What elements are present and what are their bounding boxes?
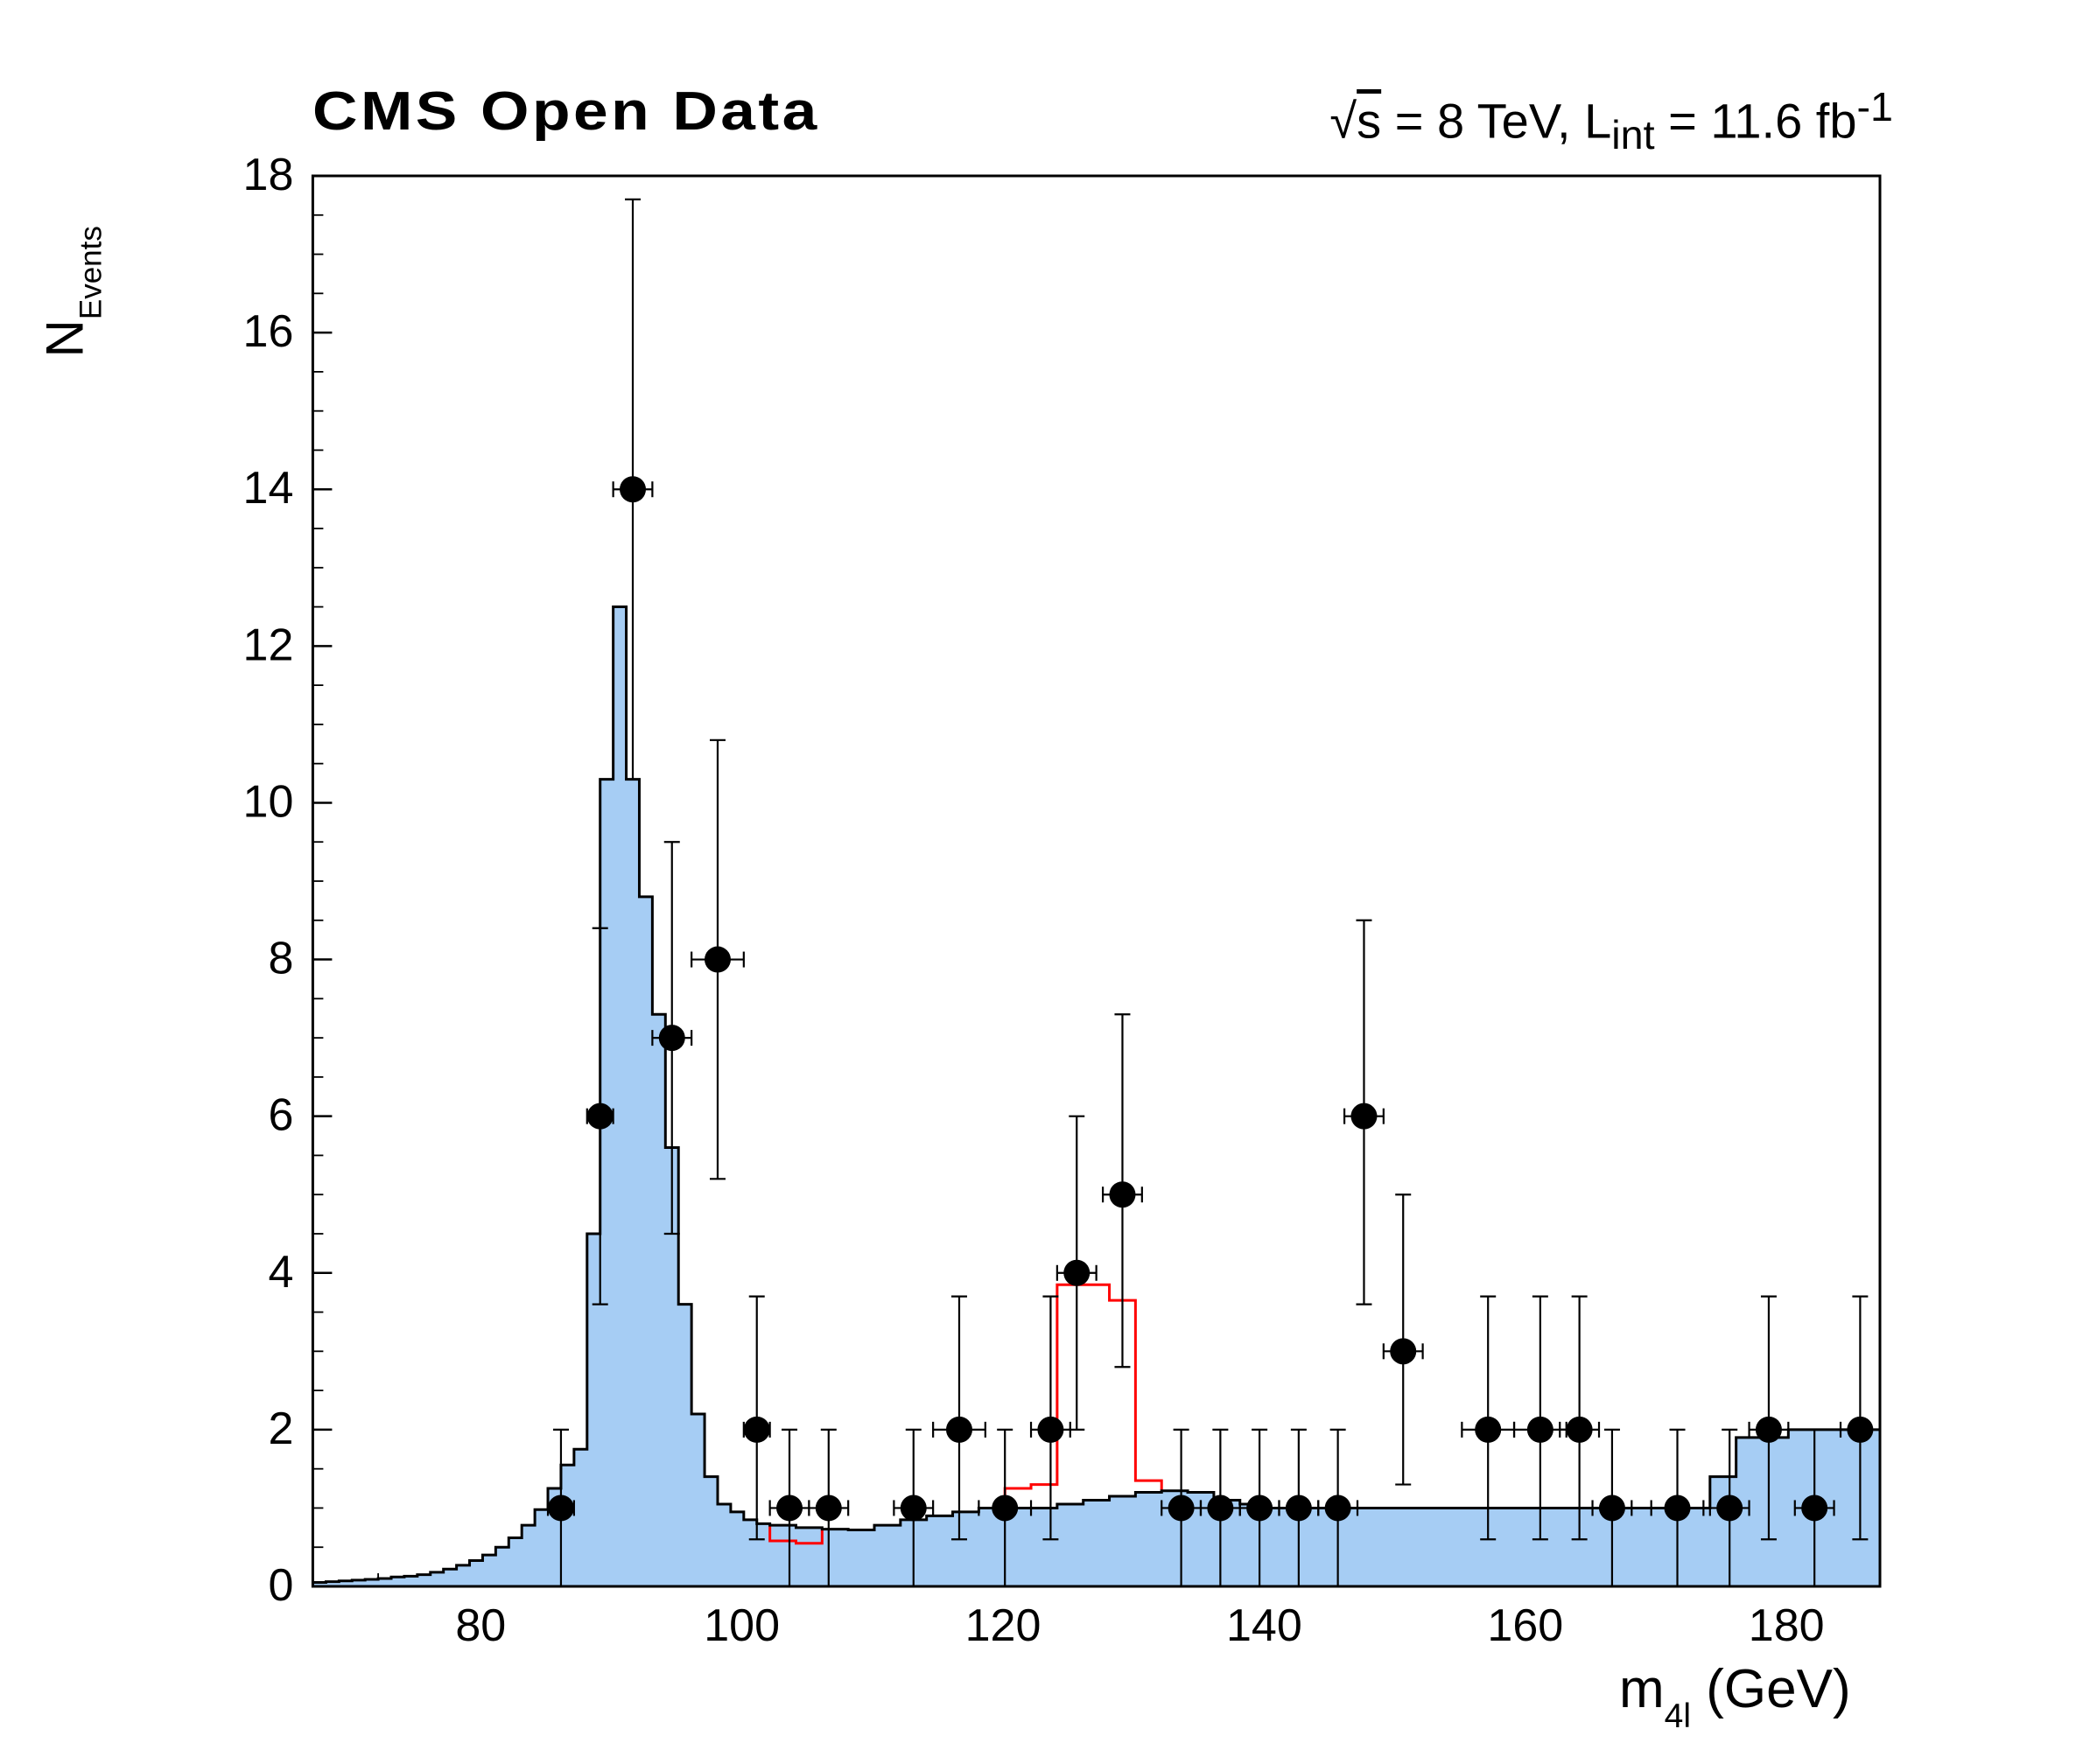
svg-text:120: 120 bbox=[965, 1600, 1041, 1651]
svg-text:18: 18 bbox=[243, 150, 294, 200]
svg-text:14: 14 bbox=[243, 463, 294, 514]
svg-text:0: 0 bbox=[268, 1560, 293, 1611]
svg-text:10: 10 bbox=[243, 776, 294, 827]
svg-text:2: 2 bbox=[268, 1404, 293, 1454]
svg-text:8: 8 bbox=[268, 934, 293, 984]
svg-text:100: 100 bbox=[704, 1600, 780, 1651]
svg-text:180: 180 bbox=[1749, 1600, 1825, 1651]
svg-text:80: 80 bbox=[455, 1600, 506, 1651]
svg-text:12: 12 bbox=[243, 620, 294, 670]
svg-text:16: 16 bbox=[243, 306, 294, 357]
svg-text:6: 6 bbox=[268, 1090, 293, 1141]
svg-text:140: 140 bbox=[1226, 1600, 1302, 1651]
svg-text:160: 160 bbox=[1487, 1600, 1563, 1651]
svg-text:4: 4 bbox=[268, 1247, 293, 1298]
